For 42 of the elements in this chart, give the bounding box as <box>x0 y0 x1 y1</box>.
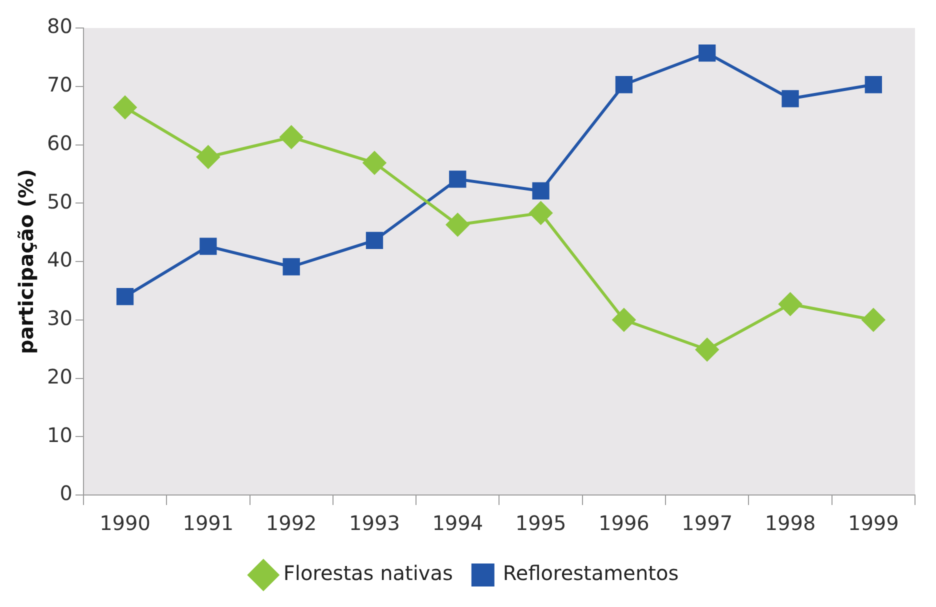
x-tick-label: 1991 <box>182 511 234 536</box>
x-tick-label: 1999 <box>848 511 899 536</box>
x-tick-label: 1990 <box>100 511 150 536</box>
y-tick-label: 80 <box>46 14 72 38</box>
y-tick-label: 10 <box>46 422 72 447</box>
point <box>698 44 716 62</box>
point <box>864 76 882 94</box>
point <box>615 76 633 94</box>
y-tick-label: 50 <box>46 189 72 214</box>
legend-label: Florestas nativas <box>283 561 453 586</box>
x-tick-label: 1997 <box>682 511 733 536</box>
x-tick-label: 1992 <box>266 511 317 536</box>
y-tick-label: 0 <box>60 481 72 506</box>
point <box>362 151 386 174</box>
point <box>529 202 552 225</box>
y-tick-label: 60 <box>46 130 72 155</box>
point <box>282 258 300 276</box>
point <box>532 182 550 200</box>
x-tick-label: 1993 <box>349 511 400 536</box>
y-tick-label: 20 <box>46 364 72 388</box>
point <box>196 146 220 169</box>
point <box>116 288 134 306</box>
x-tick-label: 1996 <box>598 511 650 536</box>
x-tick-label: 1994 <box>432 511 484 536</box>
y-tick-label: 70 <box>46 72 72 97</box>
point <box>782 90 799 108</box>
x-tick-label: 1998 <box>764 511 816 536</box>
point <box>446 213 470 236</box>
point <box>280 126 303 149</box>
x-tick-label: 1995 <box>515 511 566 536</box>
y-tick-label: 30 <box>46 306 72 330</box>
y-tick-label: 40 <box>46 248 72 272</box>
point <box>366 232 384 250</box>
legend-label: Reflorestamentos <box>502 561 679 586</box>
y-axis-title: participação (%) <box>14 169 38 354</box>
point <box>612 308 636 332</box>
point <box>449 170 466 188</box>
point <box>862 308 885 332</box>
point <box>200 238 217 255</box>
point <box>778 292 802 316</box>
point <box>114 96 137 119</box>
point <box>696 338 719 362</box>
